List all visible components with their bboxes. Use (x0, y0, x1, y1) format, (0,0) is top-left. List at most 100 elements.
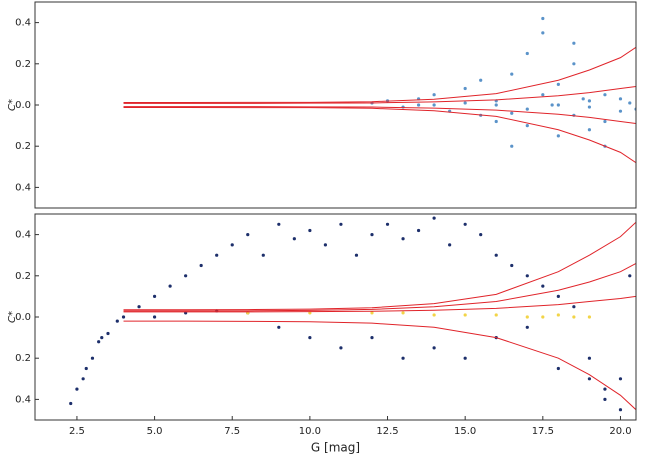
scatter-point (550, 103, 554, 107)
scatter-point (69, 401, 73, 406)
scatter-point (230, 243, 234, 247)
scatter-point (556, 103, 560, 107)
scatter-point (525, 325, 529, 329)
scatter-point (354, 253, 359, 257)
x-tick-label: 17.5 (532, 426, 554, 437)
y-tick-label: 0.2 (15, 271, 31, 282)
scatter-point (541, 315, 545, 319)
y-tick-label: 0.4 (15, 230, 31, 241)
y-tick-label: 0.4 (15, 18, 31, 29)
scatter-point (494, 253, 498, 257)
scatter-point (587, 128, 592, 132)
model-curve (123, 295, 636, 313)
scatter-point (556, 134, 560, 138)
model-curve (123, 221, 636, 311)
plot-frame (34, 213, 637, 421)
y-axis-label: C* (7, 99, 18, 111)
scatter-point (618, 408, 623, 412)
x-tick-label: 2.5 (69, 426, 85, 437)
scatter-point (215, 253, 219, 257)
scatter-point (587, 356, 592, 360)
scatter-point (448, 243, 452, 247)
scatter-point (494, 313, 498, 317)
y-tick-label: 0.0 (15, 100, 31, 111)
scatter-point (199, 263, 203, 268)
scatter-point (339, 346, 343, 350)
scatter-point (463, 222, 467, 226)
scatter-point (525, 315, 529, 319)
model-curve (123, 46, 636, 104)
scatter-point (603, 119, 607, 124)
scatter-point (416, 103, 421, 107)
scatter-point (292, 237, 296, 241)
x-tick-label: 20.0 (609, 426, 631, 437)
scatter-point (587, 377, 592, 381)
scatter-point (432, 346, 436, 350)
model-curve (123, 106, 636, 125)
scatter-point (432, 103, 436, 107)
plot-area (69, 216, 636, 412)
scatter-point (541, 16, 545, 21)
scatter-point (152, 315, 157, 319)
scatter-point (510, 144, 514, 148)
scatter-point (463, 356, 467, 360)
plot-area (123, 16, 636, 164)
scatter-point (401, 237, 405, 241)
scatter-point (510, 111, 514, 115)
y-axis-label: C* (7, 311, 18, 323)
scatter-point (479, 78, 483, 82)
scatter-point (81, 377, 85, 381)
model-curve (123, 106, 636, 164)
scatter-point (97, 340, 101, 344)
scatter-point (246, 233, 250, 237)
scatter-point (628, 101, 632, 105)
scatter-point (416, 228, 421, 233)
model-curve (123, 320, 636, 411)
scatter-point (603, 93, 607, 97)
y-tick-label: 0.4 (15, 394, 31, 405)
scatter-point (370, 336, 374, 340)
x-axis-label: G [mag] (311, 441, 360, 455)
scatter-point (572, 305, 576, 309)
scatter-point (556, 366, 560, 371)
scatter-point (556, 313, 560, 317)
scatter-point (463, 313, 467, 317)
y-tick-label: 0.0 (15, 312, 31, 323)
scatter-point (587, 99, 592, 103)
scatter-point (432, 216, 436, 220)
scatter-point (84, 366, 88, 371)
x-tick-label: 10.0 (299, 426, 321, 437)
scatter-point (525, 107, 529, 111)
scatter-point (494, 103, 498, 107)
scatter-point (587, 105, 592, 109)
model-curve (123, 262, 636, 312)
scatter-point (401, 356, 405, 360)
scatter-point (308, 228, 312, 233)
y-tick-label: 0.2 (15, 353, 31, 364)
y-tick-label: 0.2 (15, 59, 31, 70)
scatter-point (618, 377, 623, 381)
plot-frame (34, 1, 637, 209)
scatter-point (628, 274, 632, 278)
scatter-point (152, 294, 157, 298)
scatter-point (168, 284, 172, 288)
scatter-point (603, 387, 607, 391)
scatter-point (510, 72, 514, 76)
scatter-point (100, 336, 104, 340)
x-tick-label: 15.0 (454, 426, 476, 437)
x-tick-label: 7.5 (224, 426, 240, 437)
scatter-point (479, 233, 483, 237)
y-tick-label: 0.2 (15, 141, 31, 152)
scatter-point (556, 294, 560, 298)
scatter-point (463, 101, 467, 105)
scatter-point (401, 311, 405, 315)
scatter-point (323, 243, 328, 247)
scatter-point (277, 222, 281, 226)
scatter-point (432, 93, 436, 97)
scatter-point (115, 319, 119, 323)
scatter-point (121, 315, 126, 319)
scatter-point (90, 356, 95, 360)
scatter-point (106, 331, 110, 336)
scatter-point (572, 62, 576, 66)
